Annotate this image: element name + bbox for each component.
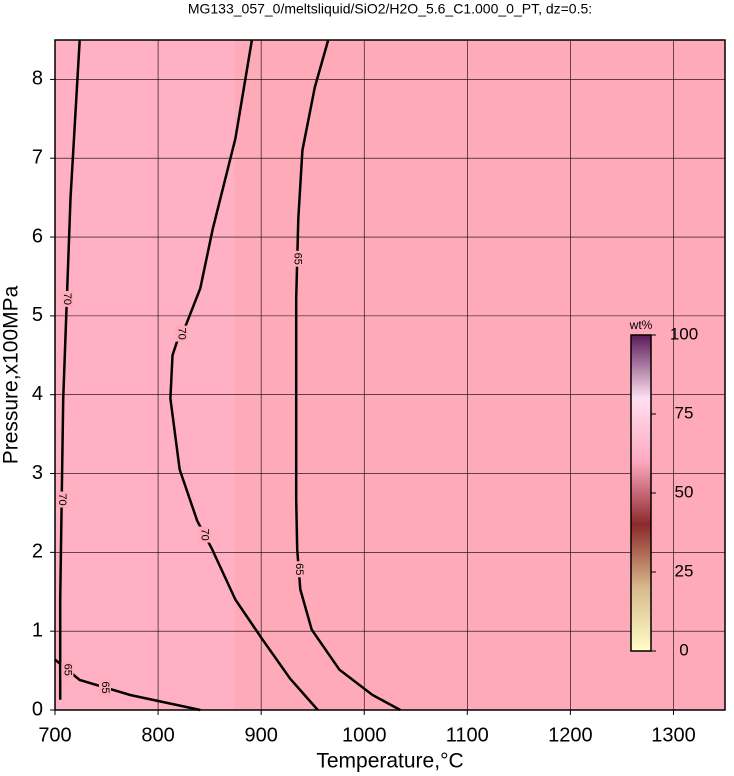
y-tick-label: 5	[32, 304, 43, 326]
colorbar-tick-label: 100	[670, 324, 698, 343]
y-tick-label: 0	[32, 698, 43, 720]
y-tick-label: 7	[32, 147, 43, 169]
contour-label: 65	[293, 563, 305, 575]
contour-label: 70	[175, 327, 187, 339]
x-tick-label: 1000	[342, 724, 387, 746]
colorbar	[630, 334, 652, 652]
colorbar-tick-label: 25	[675, 561, 694, 580]
contour-line	[294, 39, 401, 712]
contour-label-bg	[292, 561, 305, 578]
contour-line	[58, 39, 81, 700]
contour-label-bg	[175, 325, 188, 342]
x-tick-label: 1200	[548, 724, 593, 746]
plot-frame	[54, 39, 726, 711]
chart-title: MG133_057_0/meltsliquid/SiO2/H2O_5.6_C1.…	[188, 1, 592, 17]
y-tick-label: 4	[32, 383, 43, 405]
x-tick-label: 800	[141, 724, 174, 746]
colorbar-label: wt%	[629, 318, 653, 332]
x-tick-label: 900	[244, 724, 277, 746]
x-tick-label: 1100	[446, 724, 489, 746]
contour-label: 65	[61, 664, 73, 676]
contour-label: 70	[56, 493, 68, 505]
contour-label: 65	[291, 253, 303, 265]
y-tick-label: 6	[32, 225, 43, 247]
contour-label: 70	[199, 528, 211, 540]
contour-label: 65	[99, 681, 111, 693]
contour-label-bg	[98, 679, 111, 696]
y-tick-label: 8	[32, 68, 43, 90]
contour-line	[169, 39, 319, 711]
contour-label-bg	[60, 290, 73, 307]
colorbar-tick-label: 50	[675, 482, 694, 501]
colorbar-tick-label: 75	[675, 403, 694, 422]
contour-label: 70	[61, 293, 73, 305]
left-region	[55, 40, 235, 710]
y-tick-label: 3	[32, 462, 43, 484]
contour-label-bg	[198, 526, 211, 543]
x-axis-label: Temperature,°C	[316, 750, 463, 773]
x-tick-label: 1300	[651, 724, 696, 746]
contour-label-bg	[61, 661, 74, 678]
x-tick-label: 700	[38, 724, 71, 746]
colorbar-tick-label: 0	[679, 640, 688, 659]
y-axis-label: Pressure,x100MPa	[0, 285, 23, 464]
y-tick-label: 1	[32, 619, 43, 641]
contour-label-bg	[291, 250, 304, 267]
y-tick-label: 2	[32, 541, 43, 563]
contour-label-bg	[55, 491, 68, 508]
